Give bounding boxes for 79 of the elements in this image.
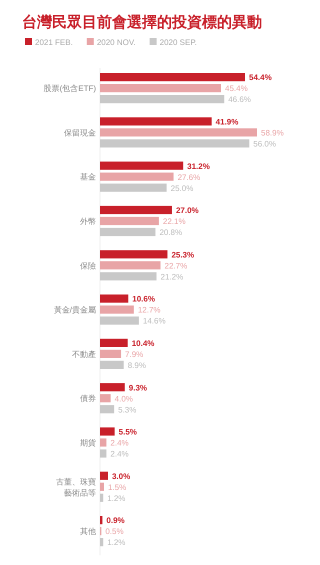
data-label: 1.5%	[108, 482, 126, 492]
bar	[100, 306, 134, 314]
data-label: 45.4%	[225, 84, 248, 94]
bar	[100, 427, 115, 436]
legend-label: 2020 NOV.	[96, 38, 136, 47]
bar	[100, 250, 168, 258]
data-label: 31.2%	[187, 162, 210, 171]
data-label: 1.2%	[107, 538, 126, 548]
bar	[100, 383, 125, 392]
legend-label: 2020 SEP.	[160, 38, 197, 47]
bar	[100, 438, 106, 447]
bar	[100, 405, 114, 414]
chart-title: 台灣民眾目前會選擇的投資標的異動	[22, 14, 262, 31]
data-label: 27.6%	[178, 172, 200, 182]
y-tick-label: 不動產	[72, 350, 96, 359]
data-label: 4.0%	[114, 394, 133, 404]
data-label: 22.7%	[164, 261, 188, 270]
data-label: 7.9%	[125, 350, 144, 359]
data-label: 56.0%	[253, 140, 276, 148]
data-label: 46.6%	[228, 95, 251, 104]
bar	[100, 139, 250, 148]
bar	[100, 162, 184, 170]
y-tick-label: 其他	[80, 527, 96, 536]
bar	[100, 316, 139, 325]
data-label: 5.5%	[118, 428, 137, 437]
data-label: 10.4%	[132, 339, 154, 348]
data-label: 41.9%	[216, 118, 238, 126]
bar	[100, 272, 157, 280]
bar	[100, 117, 212, 126]
bar	[100, 449, 106, 458]
y-tick-label: 保險	[80, 261, 96, 270]
bar	[100, 172, 174, 181]
data-label: 22.1%	[162, 217, 186, 226]
data-label: 3.0%	[112, 472, 130, 481]
data-label: 2.4%	[110, 438, 129, 448]
data-label: 21.2%	[160, 272, 184, 282]
bar	[100, 84, 222, 92]
bar	[100, 394, 111, 402]
data-label: 5.3%	[118, 405, 136, 414]
bar	[100, 128, 257, 136]
data-label: 0.9%	[106, 516, 125, 526]
y-tick-label: 古董、珠寶藝術品等	[56, 477, 96, 498]
data-label: 54.4%	[249, 73, 272, 82]
bar	[100, 338, 128, 347]
bar	[100, 494, 104, 502]
data-label: 14.6%	[142, 316, 166, 326]
bar	[100, 482, 104, 491]
y-tick-label: 債券	[80, 394, 96, 404]
bar	[100, 538, 104, 546]
data-label: 2.4%	[110, 450, 129, 459]
data-label: 58.9%	[261, 128, 284, 138]
bar	[100, 216, 159, 226]
data-label: 20.8%	[159, 228, 182, 238]
bar	[100, 73, 246, 82]
bar	[100, 350, 122, 358]
bar	[100, 206, 172, 214]
data-label: 12.7%	[138, 306, 161, 315]
bar	[100, 294, 128, 303]
data-label: 9.3%	[128, 383, 148, 392]
data-label: 10.6%	[132, 294, 155, 304]
data-label: 8.9%	[128, 361, 146, 370]
data-label: 0.5%	[105, 527, 124, 536]
data-label: 1.2%	[107, 494, 126, 503]
data-label: 27.0%	[176, 206, 199, 216]
data-label: 25.0%	[170, 184, 194, 193]
y-tick-label: 黃金/貴金屬	[54, 306, 96, 315]
y-tick-label: 期貨	[80, 438, 96, 448]
bar	[100, 184, 167, 192]
legend-label: 2021 FEB.	[35, 38, 73, 47]
bar	[100, 360, 124, 369]
data-label: 25.3%	[171, 250, 194, 260]
y-tick-label: 外幣	[80, 217, 96, 226]
y-tick-label: 股票(包含ETF)	[44, 84, 96, 94]
y-tick-label: 基金	[80, 172, 96, 182]
bar	[100, 261, 161, 270]
y-tick-label: 保留現金	[64, 128, 96, 138]
bar	[100, 472, 108, 480]
bar	[100, 228, 156, 236]
bar	[100, 95, 224, 104]
